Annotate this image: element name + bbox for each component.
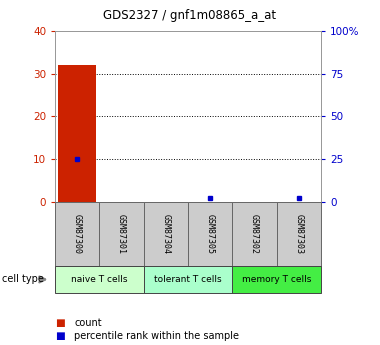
- Text: GSM87303: GSM87303: [294, 214, 304, 254]
- Text: GSM87304: GSM87304: [162, 214, 171, 254]
- Text: naive T cells: naive T cells: [71, 275, 128, 284]
- Bar: [59, 65, 96, 202]
- Text: GSM87300: GSM87300: [73, 214, 82, 254]
- Text: tolerant T cells: tolerant T cells: [154, 275, 222, 284]
- Text: ■: ■: [55, 332, 65, 341]
- Text: count: count: [74, 318, 102, 327]
- Text: GSM87305: GSM87305: [206, 214, 215, 254]
- Text: GDS2327 / gnf1m08865_a_at: GDS2327 / gnf1m08865_a_at: [103, 9, 277, 22]
- Text: cell type: cell type: [2, 275, 44, 284]
- Text: ■: ■: [55, 318, 65, 327]
- Text: memory T cells: memory T cells: [242, 275, 312, 284]
- Text: percentile rank within the sample: percentile rank within the sample: [74, 332, 239, 341]
- Text: GSM87301: GSM87301: [117, 214, 126, 254]
- Text: GSM87302: GSM87302: [250, 214, 259, 254]
